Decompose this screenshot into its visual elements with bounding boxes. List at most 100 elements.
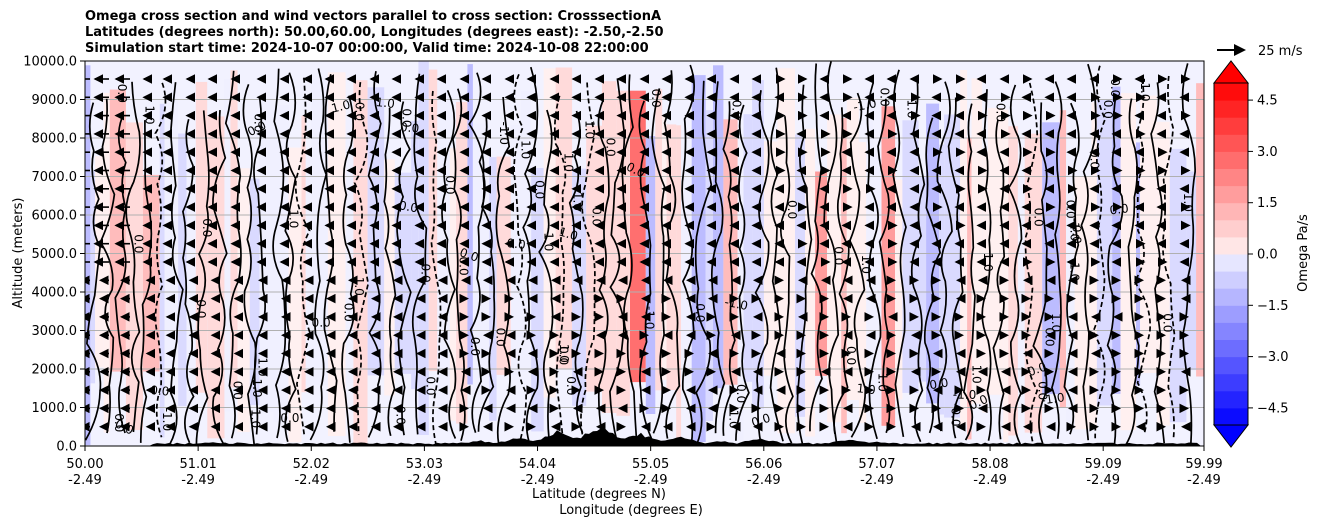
terrain	[85, 428, 1204, 446]
omega-band	[411, 121, 419, 390]
contour-label: 0.0	[112, 413, 126, 432]
x-tick-label-lat: 54.04	[519, 457, 556, 472]
contour-label: 0.0	[928, 375, 949, 392]
x-tick-label-lat: 59.09	[1085, 457, 1122, 472]
contour-label: 0.0	[400, 108, 414, 127]
contour-line	[538, 109, 554, 442]
contour-label: 0.0	[194, 299, 208, 318]
contour-line	[892, 69, 907, 438]
omega-band	[531, 168, 544, 432]
contour-line	[383, 107, 397, 437]
contour-label: 0.0	[993, 103, 1007, 122]
contour-line	[694, 80, 713, 446]
colorbar-level	[1214, 134, 1248, 152]
contour-line	[1080, 63, 1097, 441]
contour-label: 0.0	[443, 175, 457, 194]
colorbar-level	[1214, 305, 1248, 323]
omega-band	[902, 120, 919, 393]
contour-label: -1.0	[642, 306, 656, 329]
contour-label: 0.0	[419, 264, 433, 283]
omega-band	[85, 65, 91, 446]
x-tick-label-lon: -2.49	[294, 473, 328, 488]
contour-line	[367, 71, 382, 438]
contour-label: 0.0	[1108, 78, 1122, 97]
colorbar-tick-label: −4.5	[1257, 401, 1289, 416]
colorbar-level	[1214, 254, 1248, 272]
contour-line	[125, 81, 141, 433]
omega-band	[918, 176, 927, 382]
colorbar: −4.5 −3.0 −1.5 0.0 1.5 3.0 4.5	[1212, 60, 1289, 448]
omega-band	[1140, 95, 1157, 373]
contour-line	[769, 67, 784, 442]
x-tick-label-lon: -2.49	[181, 473, 215, 488]
omega-band	[520, 91, 532, 372]
x-tick-label-lat: 55.05	[632, 457, 669, 472]
x-tick-label-lat: 59.99	[1185, 457, 1222, 472]
omega-band	[967, 137, 972, 440]
contour-label: 1.0	[519, 140, 533, 159]
contour-line	[809, 63, 823, 432]
contour-line	[430, 90, 442, 446]
contour-line	[553, 95, 567, 434]
x-tick-label-lon: -2.49	[634, 473, 668, 488]
x-tick-label-lat: 51.01	[180, 457, 217, 472]
contour-label: 1.0	[375, 95, 395, 111]
omega-band	[384, 159, 395, 396]
contour-line	[877, 98, 891, 434]
contour-line	[1007, 84, 1023, 446]
contour-label: 0.0	[785, 200, 799, 219]
contour-label: 0.0	[844, 346, 858, 365]
y-tick-label: 2000.0	[32, 363, 78, 378]
y-tick-label: 1000.0	[32, 401, 78, 416]
contour-line	[284, 72, 297, 443]
chart-title: Omega cross section and wind vectors par…	[85, 9, 664, 57]
contour-line	[848, 92, 867, 438]
omega-band	[510, 124, 521, 375]
contour-label: 1.0	[256, 357, 270, 376]
contour-label: 0.0	[200, 218, 214, 237]
x-axis: 50.00-2.4951.01-2.4952.02-2.4953.03-2.49…	[66, 446, 1223, 488]
contour-label: -1.0	[1067, 218, 1081, 241]
omega-band	[866, 89, 873, 417]
x-tick-label-lat: 57.07	[858, 457, 895, 472]
contour-label: 1.0	[557, 344, 571, 363]
contour-label: 0.0	[131, 234, 145, 253]
contour-line	[1024, 82, 1039, 443]
vector-key: 25 m/s	[1217, 44, 1303, 59]
contour-label: 0.0	[604, 138, 618, 157]
title-line-3: Simulation start time: 2024-10-07 00:00:…	[85, 41, 649, 56]
title-line-2: Latitudes (degrees north): 50.00,60.00, …	[85, 25, 664, 40]
omega-band	[195, 81, 208, 393]
x-tick-label-lon: -2.49	[408, 473, 442, 488]
contour-line	[522, 66, 539, 442]
omega-band	[1008, 126, 1018, 436]
colorbar-label: Omega Pa/s	[1296, 214, 1311, 292]
colorbar-level	[1214, 356, 1248, 375]
contour-line	[513, 73, 527, 446]
omega-band	[555, 67, 573, 369]
colorbar-level	[1214, 236, 1248, 255]
contour-label: 0.0	[150, 383, 170, 399]
contour-line	[568, 110, 584, 434]
contour-label: 1.0	[1049, 313, 1063, 332]
colorbar-level	[1214, 339, 1248, 358]
omega-band	[90, 170, 96, 384]
y-axis-label: Altitude (meters)	[11, 198, 26, 309]
contour-label: 1.0	[352, 277, 366, 296]
contour-label: 1.0	[249, 409, 263, 428]
contour-line	[735, 104, 750, 441]
omega-band	[224, 79, 231, 412]
contour-label: 0.0	[734, 384, 748, 403]
contour-line	[353, 81, 370, 435]
omega-band	[178, 133, 187, 407]
contour-line	[621, 74, 638, 445]
contour-label: 1.0	[287, 209, 301, 228]
contour-label: 0.0	[1032, 208, 1046, 227]
contour-line	[468, 72, 485, 433]
omega-band	[428, 69, 438, 372]
colorbar-tick-label: −1.5	[1257, 299, 1289, 314]
x-tick-label-lon: -2.49	[860, 473, 894, 488]
contour-line	[195, 110, 210, 446]
contour-line	[663, 70, 681, 439]
x-tick-label-lat: 58.08	[971, 457, 1008, 472]
